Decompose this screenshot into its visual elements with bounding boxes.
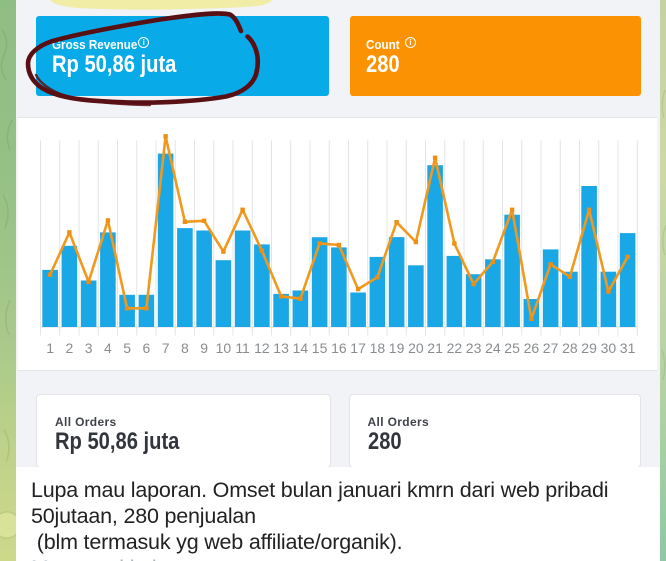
svg-text:31: 31 <box>619 340 635 356</box>
svg-text:2: 2 <box>65 340 73 356</box>
svg-text:23: 23 <box>465 340 481 356</box>
svg-text:11: 11 <box>235 340 250 356</box>
svg-text:28: 28 <box>562 340 578 356</box>
svg-text:19: 19 <box>388 340 404 356</box>
svg-text:26: 26 <box>523 340 539 356</box>
svg-text:15: 15 <box>311 340 327 356</box>
svg-text:13: 13 <box>273 340 289 356</box>
svg-text:22: 22 <box>446 340 462 356</box>
svg-text:7: 7 <box>161 340 169 356</box>
svg-text:10: 10 <box>215 340 231 356</box>
svg-text:17: 17 <box>350 340 366 356</box>
svg-text:20: 20 <box>408 340 424 356</box>
svg-text:21: 21 <box>427 340 443 356</box>
svg-text:3: 3 <box>84 340 92 356</box>
svg-text:24: 24 <box>485 340 501 356</box>
svg-text:8: 8 <box>181 340 189 356</box>
svg-text:12: 12 <box>254 340 270 356</box>
svg-text:9: 9 <box>200 340 208 356</box>
svg-text:6: 6 <box>142 340 150 356</box>
svg-text:16: 16 <box>331 340 347 356</box>
svg-text:5: 5 <box>123 340 131 356</box>
svg-text:1: 1 <box>46 340 54 356</box>
svg-text:30: 30 <box>600 340 616 356</box>
svg-text:4: 4 <box>104 340 112 356</box>
svg-text:27: 27 <box>542 340 558 356</box>
svg-text:14: 14 <box>292 340 308 356</box>
svg-text:18: 18 <box>369 340 385 356</box>
svg-text:25: 25 <box>504 340 520 356</box>
svg-text:29: 29 <box>581 340 597 356</box>
